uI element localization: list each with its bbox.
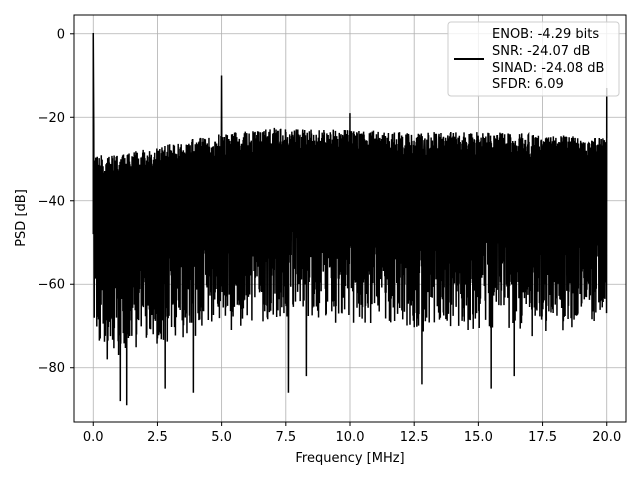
legend-line-snr: SNR: -24.07 dB bbox=[492, 44, 590, 59]
y-tick-label: −80 bbox=[38, 361, 65, 376]
x-tick-label: 10.0 bbox=[336, 430, 365, 445]
x-tick-label: 0.0 bbox=[83, 430, 104, 445]
x-tick-label: 12.5 bbox=[400, 430, 429, 445]
x-tick-label: 5.0 bbox=[211, 430, 232, 445]
x-tick-label: 7.5 bbox=[275, 430, 296, 445]
y-tick-label: 0 bbox=[57, 27, 65, 42]
psd-series-line bbox=[92, 32, 608, 406]
y-tick-label: −40 bbox=[38, 194, 65, 209]
axis-ticks: 0.0 2.5 5.0 7.5 10.0 12.5 15.0 17.5 20.0 0 −20 −40 −… bbox=[38, 27, 622, 445]
x-tick-label: 17.5 bbox=[528, 430, 557, 445]
x-axis-label: Frequency [MHz] bbox=[295, 451, 404, 466]
legend-line-sinad: SINAD: -24.08 dB bbox=[492, 61, 604, 76]
legend-line-enob: ENOB: -4.29 bits bbox=[492, 27, 599, 42]
y-tick-label: −60 bbox=[38, 278, 65, 293]
psd-trace bbox=[92, 32, 608, 406]
legend-line-sfdr: SFDR: 6.09 bbox=[492, 77, 564, 92]
y-axis-label: PSD [dB] bbox=[14, 189, 29, 247]
x-tick-label: 15.0 bbox=[464, 430, 493, 445]
legend-box bbox=[447, 21, 620, 97]
legend: ENOB: -4.29 bits SNR: -24.07 dB SINAD: -… bbox=[447, 21, 620, 97]
x-tick-label: 20.0 bbox=[592, 430, 621, 445]
y-tick-label: −20 bbox=[38, 111, 65, 126]
x-tick-label: 2.5 bbox=[147, 430, 168, 445]
